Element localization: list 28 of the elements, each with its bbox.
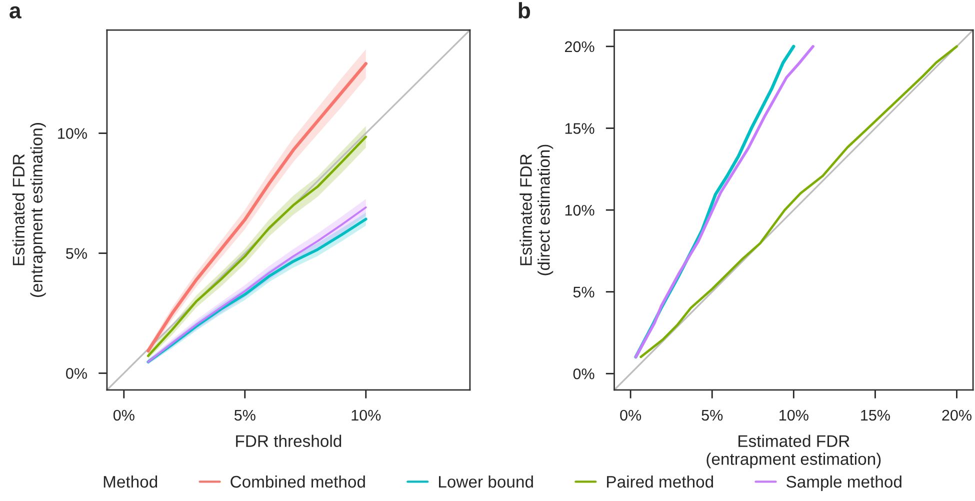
chart-title: a bbox=[10, 6, 22, 18]
legend-label: Sample method bbox=[786, 475, 902, 492]
y-tick-label: 0% bbox=[573, 368, 594, 380]
x-tick-label: 15% bbox=[861, 410, 890, 421]
x-tick-label: 5% bbox=[234, 410, 256, 421]
y-tick-label: 10% bbox=[565, 204, 594, 216]
x-tick-label: 0% bbox=[113, 410, 134, 421]
x-axis-title: FDR threshold bbox=[236, 434, 342, 448]
y-tick-label: 5% bbox=[66, 248, 87, 259]
y-tick-label: 20% bbox=[564, 41, 594, 52]
y-tick-label: 10% bbox=[58, 128, 87, 139]
y-axis-title: Estimated FDR (direct estimation) bbox=[520, 144, 554, 276]
y-tick-label: 0% bbox=[66, 368, 87, 379]
legend-label: Lower bound bbox=[439, 475, 533, 488]
x-tick-label: 10% bbox=[780, 410, 808, 421]
legend-label: Paired method bbox=[607, 475, 713, 488]
x-tick-label: 5% bbox=[702, 410, 723, 421]
x-tick-label: 0% bbox=[620, 410, 642, 421]
x-axis-title: Estimated FDR (entrapment estimation) bbox=[706, 434, 881, 468]
line-series bbox=[640, 45, 958, 358]
x-tick-label: 20% bbox=[942, 410, 972, 421]
chart-title: b bbox=[518, 2, 530, 18]
y-tick-label: 15% bbox=[565, 123, 594, 134]
legend-label: Combined method bbox=[230, 475, 365, 488]
legend-title: Method bbox=[104, 475, 158, 488]
y-axis-title: Estimated FDR (entrapment estimation) bbox=[12, 123, 46, 297]
x-tick-label: 10% bbox=[352, 410, 381, 421]
y-tick-label: 5% bbox=[573, 286, 594, 298]
